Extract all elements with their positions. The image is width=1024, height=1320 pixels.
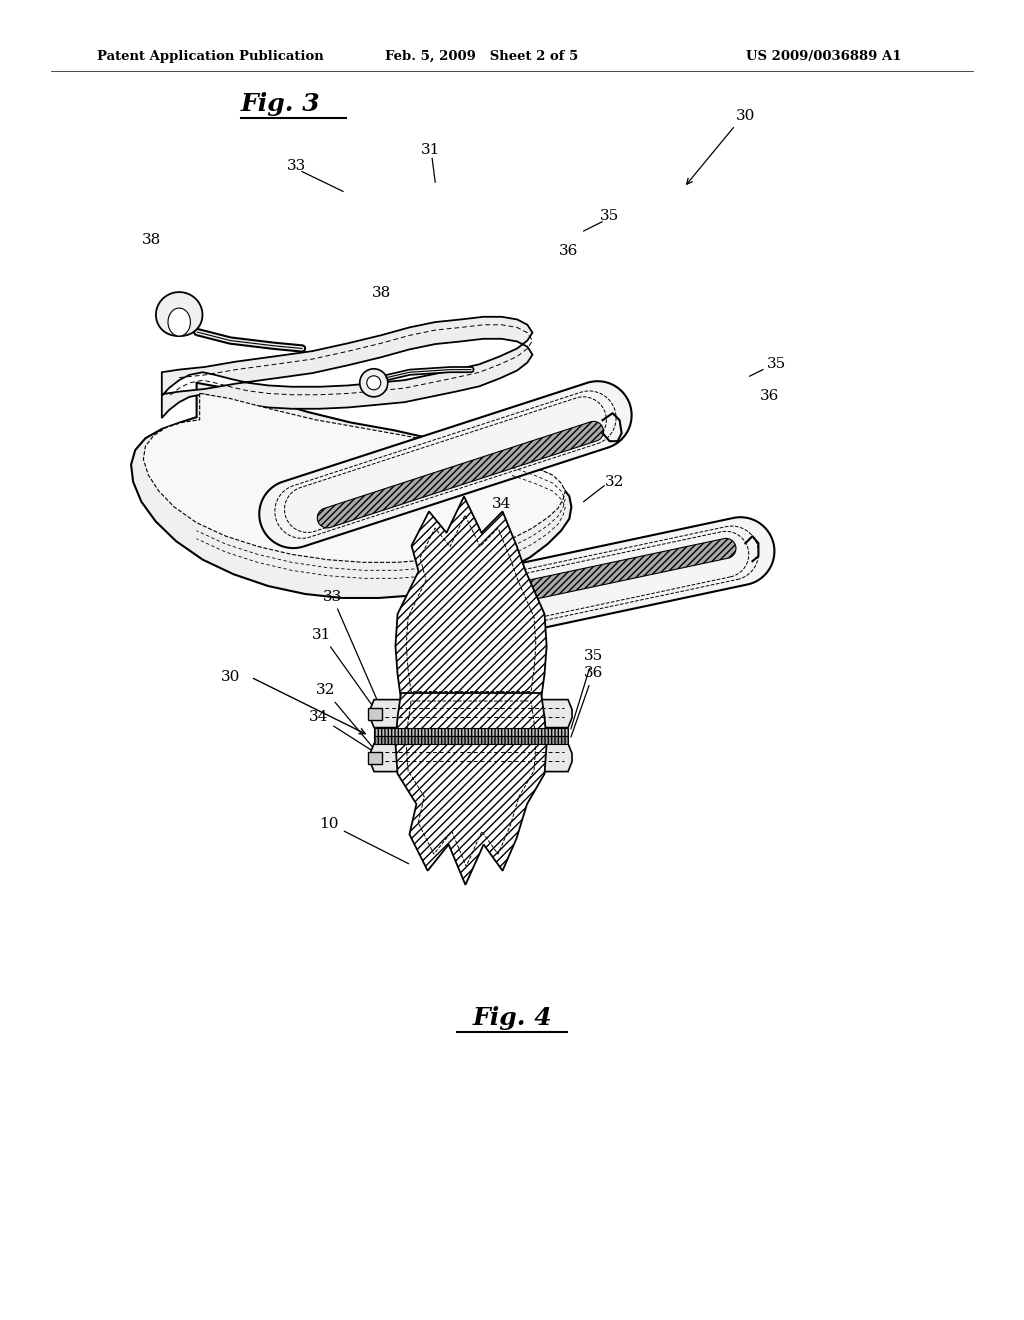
Circle shape: [359, 368, 388, 397]
Text: 34: 34: [493, 498, 511, 511]
Text: Fig. 3: Fig. 3: [241, 92, 321, 116]
Polygon shape: [462, 539, 736, 612]
Text: 34: 34: [309, 710, 381, 756]
Text: 32: 32: [605, 475, 624, 488]
Text: 36: 36: [571, 667, 603, 737]
Text: 36: 36: [761, 389, 779, 403]
Polygon shape: [131, 383, 571, 598]
Text: 33: 33: [288, 160, 306, 173]
Text: 38: 38: [142, 234, 161, 247]
Bar: [368, 751, 382, 763]
Polygon shape: [370, 700, 572, 727]
Text: US 2009/0036889 A1: US 2009/0036889 A1: [745, 50, 901, 63]
Polygon shape: [395, 693, 547, 884]
Text: Patent Application Publication: Patent Application Publication: [97, 50, 324, 63]
Text: 31: 31: [421, 144, 439, 157]
Text: 12: 12: [369, 478, 409, 504]
Polygon shape: [168, 308, 190, 337]
Polygon shape: [403, 517, 774, 649]
Circle shape: [367, 376, 381, 389]
Text: 33: 33: [323, 590, 382, 711]
Polygon shape: [374, 727, 568, 735]
Text: 30: 30: [736, 110, 755, 123]
Text: Feb. 5, 2009   Sheet 2 of 5: Feb. 5, 2009 Sheet 2 of 5: [385, 50, 578, 63]
Text: 10: 10: [319, 817, 409, 863]
Text: 36: 36: [559, 244, 578, 257]
Polygon shape: [395, 496, 547, 700]
Polygon shape: [143, 393, 565, 562]
Text: 32: 32: [315, 684, 376, 751]
Polygon shape: [374, 735, 568, 743]
Text: Fig. 4: Fig. 4: [472, 1006, 552, 1030]
Polygon shape: [370, 743, 572, 772]
Polygon shape: [259, 381, 632, 548]
Text: 31: 31: [312, 628, 377, 711]
Polygon shape: [156, 292, 203, 337]
Bar: [368, 708, 382, 719]
Polygon shape: [162, 317, 532, 418]
Text: 35: 35: [767, 358, 785, 371]
Text: 35: 35: [570, 649, 603, 729]
Text: 35: 35: [600, 210, 618, 223]
Polygon shape: [317, 421, 603, 528]
Text: 38: 38: [373, 286, 391, 300]
Text: 30: 30: [221, 671, 241, 684]
